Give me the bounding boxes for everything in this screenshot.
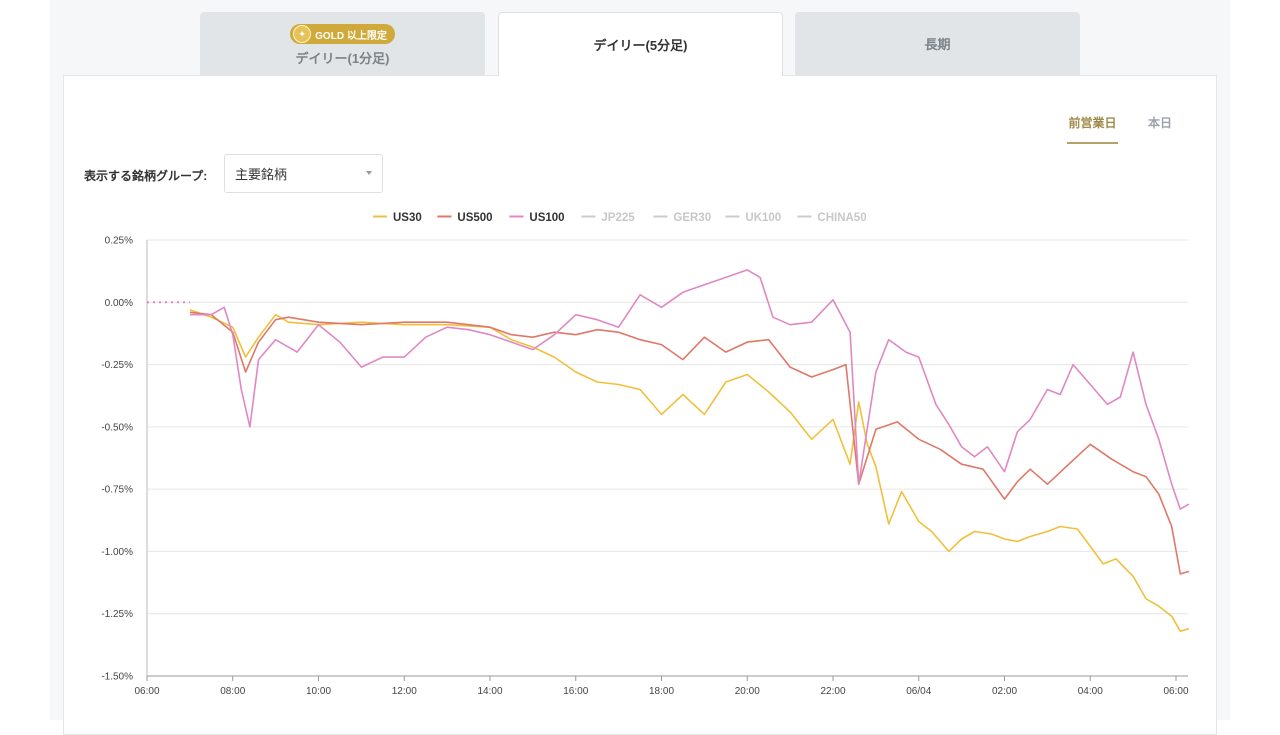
x-tick-label: 20:00 (735, 686, 760, 697)
x-tick-label: 06/04 (906, 686, 931, 697)
group-select-value: 主要銘柄 (235, 167, 288, 182)
x-tick-label: 08:00 (220, 686, 245, 697)
gold-only-badge: ✦ GOLD 以上限定 (290, 24, 395, 44)
x-tick-label: 22:00 (820, 686, 845, 697)
y-tick-label: -0.50% (101, 422, 133, 433)
tab-daily-5min-label: デイリー(5分足) (593, 38, 688, 53)
line-chart: 0.25% 0.00% -0.25% -0.50% -0.75% -1.00% -1.25%… (101, 212, 1190, 697)
y-tick-label: -0.25% (101, 360, 133, 371)
legend-item[interactable]: US30 (393, 212, 422, 224)
y-tick-label: 0.00% (105, 298, 133, 309)
period-tab-previous-day[interactable]: 前営業日 (1067, 114, 1118, 144)
y-tick-label: -1.00% (101, 547, 133, 558)
legend-item[interactable]: JP225 (601, 212, 635, 224)
tab-daily-1min[interactable]: ✦ GOLD 以上限定 デイリー(1分足) (200, 12, 485, 75)
y-tick-label: 0.25% (105, 236, 133, 247)
x-tick-label: 06:00 (134, 686, 159, 697)
x-tick-label: 18:00 (649, 686, 674, 697)
tab-long-term[interactable]: 長期 (795, 12, 1080, 75)
x-tick-label: 12:00 (392, 686, 417, 697)
x-tick-label: 04:00 (1078, 686, 1103, 697)
tab-daily-5min[interactable]: デイリー(5分足) (498, 12, 783, 76)
group-selector-label: 表示する銘柄グループ: (84, 169, 208, 183)
legend-item[interactable]: US100 (529, 212, 564, 224)
series-line-us100 (189, 269, 1190, 510)
period-tab-today[interactable]: 本日 (1147, 116, 1172, 130)
series-line-us500 (189, 311, 1190, 575)
series-line-us30 (189, 309, 1190, 632)
legend-item[interactable]: CHINA50 (817, 212, 866, 224)
x-tick-label: 06:00 (1163, 686, 1188, 697)
chevron-down-icon (366, 171, 372, 175)
tab-daily-1min-label: デイリー(1分足) (295, 51, 390, 66)
legend-item[interactable]: US500 (457, 212, 492, 224)
gold-medal-icon: ✦ (293, 25, 312, 43)
x-tick-label: 10:00 (306, 686, 331, 697)
group-select-dropdown[interactable]: 主要銘柄 (224, 154, 383, 193)
legend-item[interactable]: GER30 (673, 212, 711, 224)
y-tick-label: -1.25% (101, 609, 133, 620)
legend-item[interactable]: UK100 (745, 212, 781, 224)
x-tick-label: 14:00 (477, 686, 502, 697)
tab-long-term-label: 長期 (924, 37, 951, 52)
x-tick-label: 02:00 (992, 686, 1017, 697)
y-tick-label: -1.50% (101, 672, 133, 683)
x-tick-label: 16:00 (563, 686, 588, 697)
gold-badge-label: GOLD 以上限定 (315, 30, 387, 42)
y-tick-label: -0.75% (101, 485, 133, 496)
